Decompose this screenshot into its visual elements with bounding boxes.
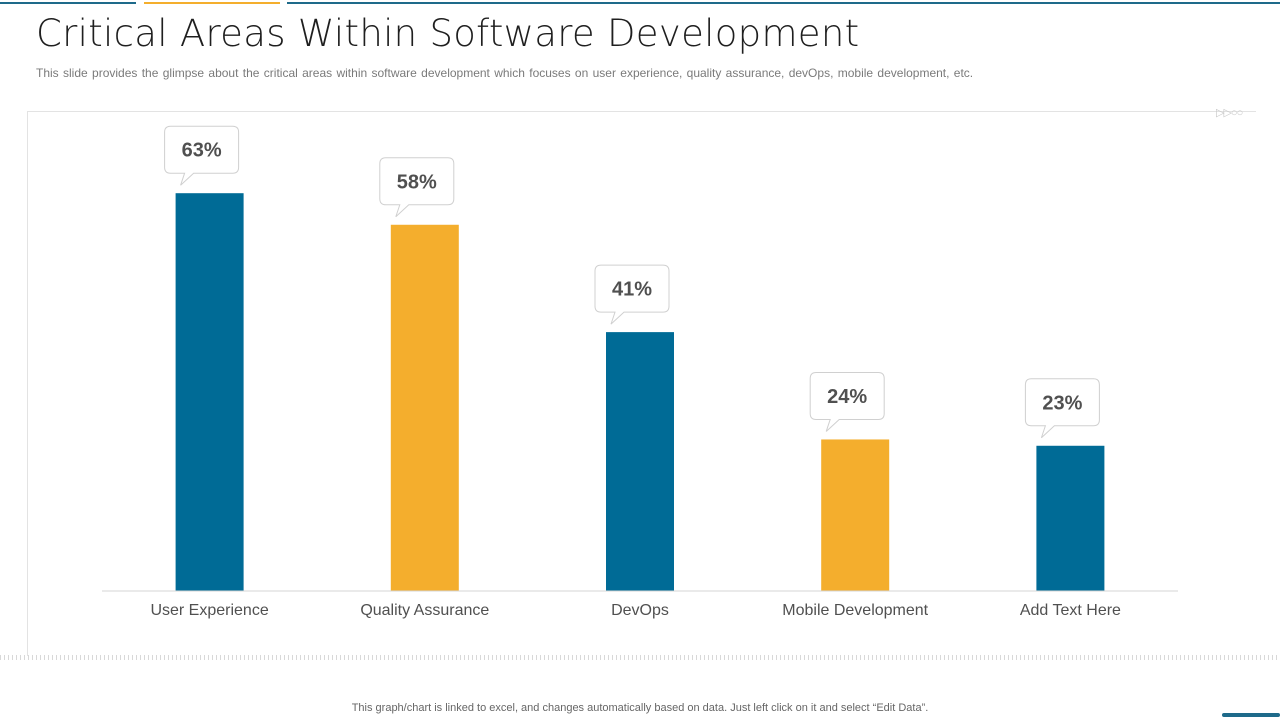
data-callout-0	[164, 125, 240, 186]
data-label-0: 63%	[182, 140, 222, 162]
bar-1[interactable]	[390, 224, 459, 591]
top-accent-line-orange	[144, 2, 280, 4]
top-accent-line-right	[287, 2, 1280, 4]
bar-4[interactable]	[1036, 445, 1105, 591]
page-title: Critical Areas Within Software Developme…	[36, 12, 860, 55]
corner-accent-bar	[1222, 713, 1280, 717]
dotted-divider	[0, 655, 1280, 660]
bar-2[interactable]	[606, 332, 674, 591]
data-callout-3	[809, 371, 885, 432]
data-callout-1	[379, 157, 455, 218]
data-callout-2	[594, 264, 670, 325]
top-accent-line-left	[0, 2, 136, 4]
data-label-4: 23%	[1042, 392, 1082, 414]
decorative-arrows-icon: ▷▷○○	[1216, 107, 1243, 119]
chart-frame	[27, 111, 1256, 656]
data-callout-4	[1024, 378, 1100, 439]
data-label-2: 41%	[612, 279, 652, 301]
page-subtitle: This slide provides the glimpse about th…	[36, 66, 974, 80]
chart-footnote: This graph/chart is linked to excel, and…	[351, 702, 929, 714]
x-tick-label-1: Quality Assurance	[360, 602, 489, 619]
x-tick-label-4: Add Text Here	[1020, 602, 1121, 619]
x-tick-label-2: DevOps	[611, 602, 669, 619]
x-tick-label-3: Mobile Development	[782, 602, 928, 619]
bar-0[interactable]	[175, 193, 244, 591]
x-tick-label-0: User Experience	[150, 602, 268, 619]
data-label-3: 24%	[827, 386, 867, 408]
bar-3[interactable]	[821, 439, 890, 591]
data-label-1: 58%	[397, 171, 437, 193]
bar-chart[interactable]: 63% User Experience 58% Quality Assurance 41…	[0, 0, 1280, 660]
